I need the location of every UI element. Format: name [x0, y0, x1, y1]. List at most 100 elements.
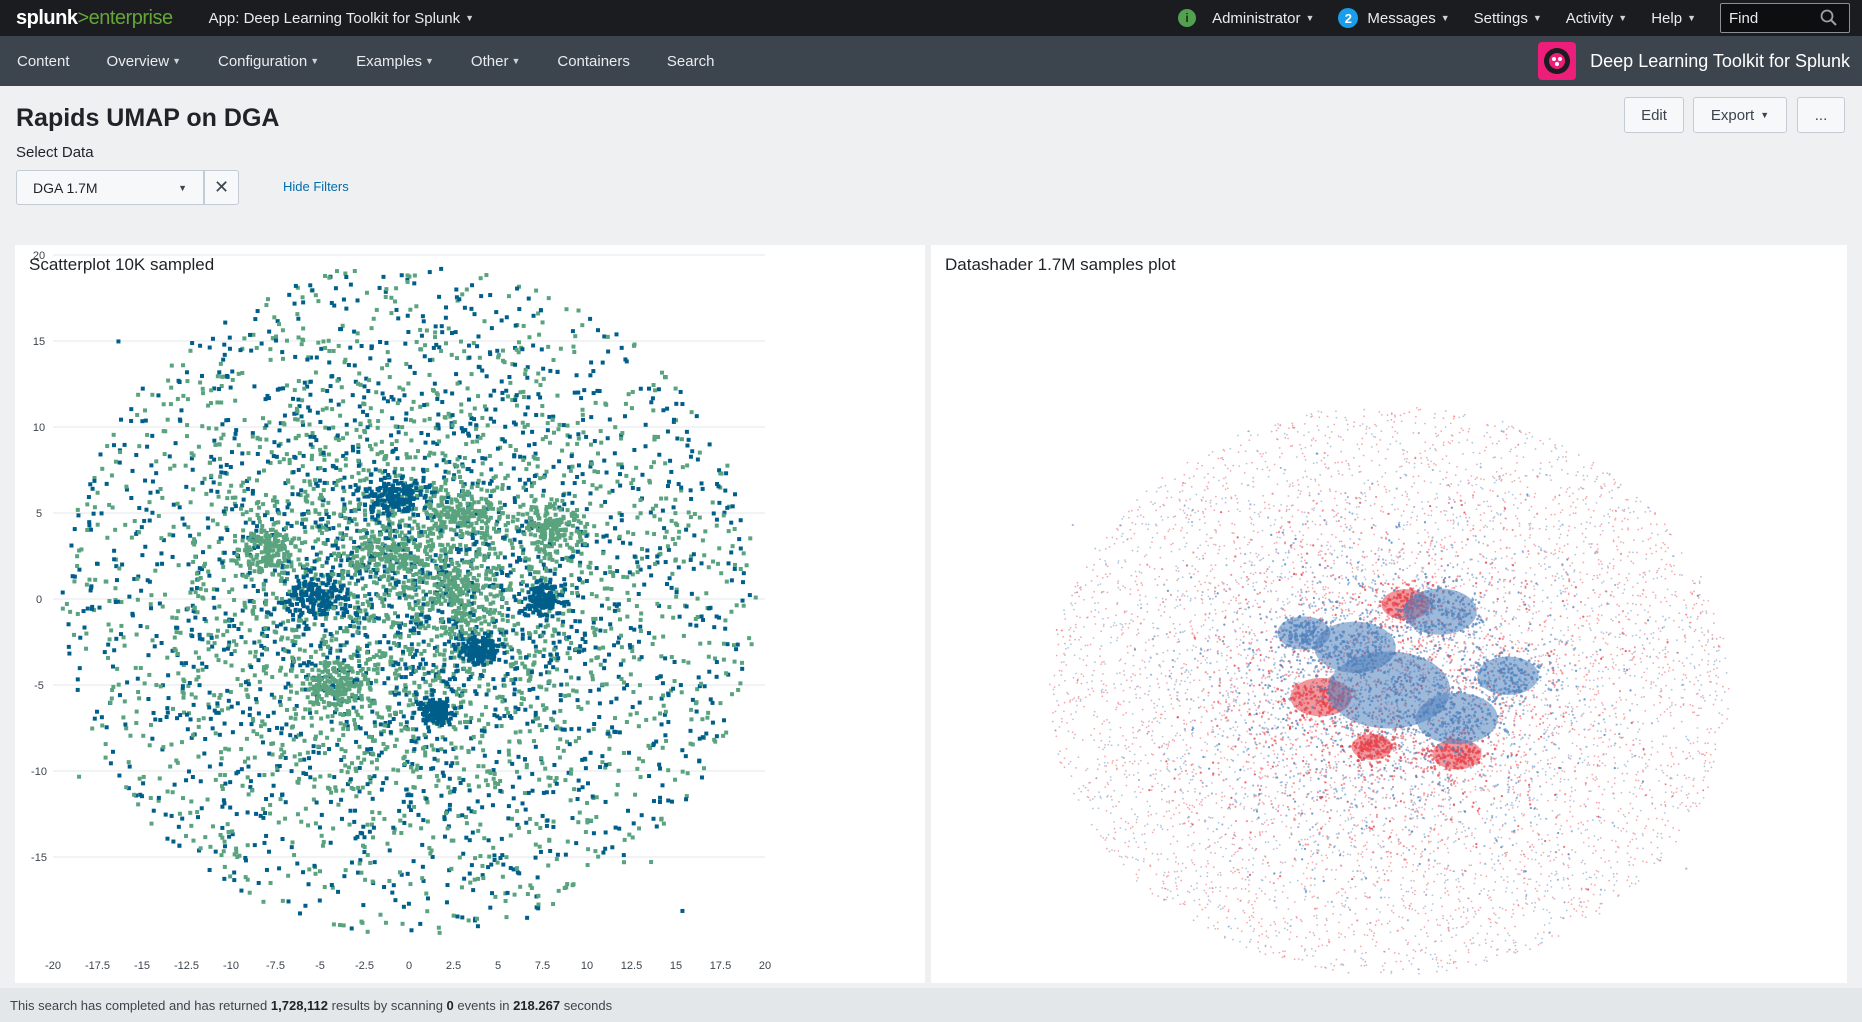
- scatter-point: [378, 450, 383, 455]
- scatter-point: [460, 464, 465, 469]
- nav-content-label: Content: [17, 52, 70, 70]
- scatter-point: [316, 466, 321, 471]
- settings-menu[interactable]: Settings ▼: [1474, 10, 1542, 27]
- scatter-point: [336, 802, 341, 807]
- scatter-point: [632, 583, 637, 588]
- find-input[interactable]: [1729, 9, 1819, 27]
- scatter-point: [657, 711, 662, 716]
- scatter-point: [540, 633, 545, 638]
- scatter-point: [303, 540, 308, 545]
- health-status-icon[interactable]: i: [1178, 9, 1197, 27]
- app-menu[interactable]: App: Deep Learning Toolkit for Splunk ▼: [209, 10, 474, 27]
- edit-button[interactable]: Edit: [1624, 97, 1684, 133]
- select-data-dropdown[interactable]: DGA 1.7M ▼: [16, 170, 204, 205]
- scatter-point: [384, 287, 389, 292]
- scatter-point: [470, 536, 475, 541]
- scatter-point: [338, 648, 343, 653]
- app-brand-title: Deep Learning Toolkit for Splunk: [1590, 50, 1850, 71]
- scatter-point: [305, 357, 310, 362]
- scatter-point: [712, 656, 717, 661]
- scatter-point: [313, 736, 318, 741]
- scatter-point: [472, 589, 477, 594]
- scatter-point: [260, 631, 265, 636]
- scatter-point: [461, 688, 466, 693]
- nav-content[interactable]: Content: [17, 53, 70, 70]
- scatter-point: [472, 406, 477, 411]
- scatter-point: [280, 328, 285, 333]
- scatter-point: [525, 422, 530, 427]
- scatter-point: [140, 386, 145, 391]
- scatter-point: [467, 669, 472, 674]
- scatter-point: [258, 559, 263, 564]
- clear-selection-button[interactable]: ✕: [204, 170, 239, 205]
- scatter-point: [345, 782, 350, 787]
- help-menu[interactable]: Help ▼: [1651, 10, 1696, 27]
- scatter-point: [455, 464, 460, 469]
- nav-containers[interactable]: Containers: [557, 53, 630, 70]
- scatter-point: [521, 389, 526, 394]
- scatter-point: [545, 670, 550, 675]
- scatter-point: [250, 788, 255, 793]
- scatter-point: [265, 393, 270, 398]
- nav-examples[interactable]: Examples ▼: [356, 53, 434, 70]
- scatter-point: [323, 445, 328, 450]
- scatter-point: [510, 784, 515, 789]
- scatter-point: [621, 860, 626, 865]
- nav-overview[interactable]: Overview ▼: [107, 53, 181, 70]
- scatter-point: [580, 543, 585, 548]
- scatter-point: [455, 457, 460, 462]
- scatter-point: [486, 838, 491, 843]
- export-button[interactable]: Export ▼: [1693, 97, 1787, 133]
- scatter-point: [469, 594, 474, 599]
- nav-search[interactable]: Search: [667, 53, 715, 70]
- scatter-point: [343, 357, 348, 362]
- scatter-point: [398, 666, 403, 671]
- scatter-point: [230, 495, 235, 500]
- scatter-point: [323, 541, 328, 546]
- scatter-point: [298, 731, 303, 736]
- user-menu[interactable]: Administrator ▼: [1212, 10, 1314, 27]
- scatter-point: [288, 715, 293, 720]
- scatter-point: [341, 629, 346, 634]
- scatter-point: [174, 758, 179, 763]
- scatter-point: [197, 636, 202, 641]
- scatter-point: [197, 532, 202, 537]
- scatter-point: [358, 609, 363, 614]
- scatter-point: [216, 658, 221, 663]
- messages-menu[interactable]: 2 Messages ▼: [1338, 8, 1450, 28]
- scatter-point: [263, 626, 268, 631]
- splunk-logo[interactable]: splunk>enterprise: [16, 7, 173, 30]
- nav-configuration[interactable]: Configuration ▼: [218, 53, 319, 70]
- scatter-point: [153, 568, 158, 573]
- scatter-point: [355, 298, 360, 303]
- scatter-point: [222, 801, 227, 806]
- scatter-point: [440, 451, 445, 456]
- scatter-point: [552, 571, 557, 576]
- search-icon[interactable]: [1819, 8, 1839, 28]
- scatter-point: [680, 769, 685, 774]
- scatter-point: [580, 785, 585, 790]
- scatter-point: [272, 568, 277, 573]
- scatter-point: [300, 512, 305, 517]
- scatter-point: [371, 816, 376, 821]
- scatter-point: [341, 436, 346, 441]
- scatter-point: [225, 629, 230, 634]
- activity-menu[interactable]: Activity ▼: [1566, 10, 1627, 27]
- scatter-point: [263, 578, 268, 583]
- scatter-point: [381, 619, 386, 624]
- scatter-point: [367, 618, 372, 623]
- scatter-point: [387, 603, 392, 608]
- nav-other[interactable]: Other ▼: [471, 53, 520, 70]
- hide-filters-link[interactable]: Hide Filters: [283, 179, 349, 194]
- scatter-point: [601, 551, 606, 556]
- scatter-point: [653, 388, 658, 393]
- more-actions-button[interactable]: ...: [1797, 97, 1845, 133]
- scatter-point: [279, 731, 284, 736]
- scatter-point: [646, 386, 651, 391]
- scatter-point: [141, 781, 146, 786]
- scatter-point: [439, 500, 444, 505]
- scatter-point: [196, 675, 201, 680]
- scatter-point: [479, 563, 484, 568]
- scatter-point: [103, 755, 108, 760]
